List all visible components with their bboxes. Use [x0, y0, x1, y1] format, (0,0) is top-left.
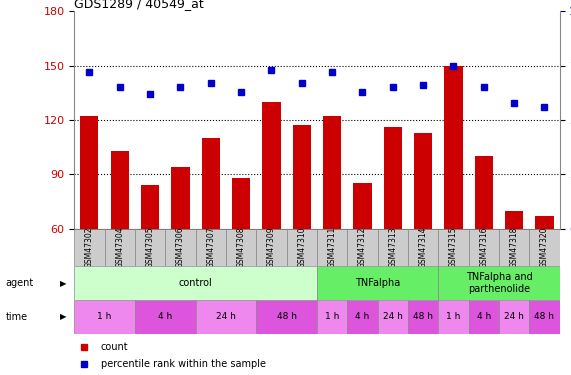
- Bar: [408, 300, 439, 334]
- Text: 4 h: 4 h: [477, 312, 491, 321]
- Text: control: control: [179, 278, 212, 288]
- Bar: [439, 300, 469, 334]
- Bar: [262, 102, 280, 338]
- Text: 48 h: 48 h: [276, 312, 296, 321]
- Text: GSM47318: GSM47318: [509, 227, 518, 268]
- Text: GSM47312: GSM47312: [358, 227, 367, 268]
- Bar: [202, 138, 220, 338]
- Text: 1 h: 1 h: [446, 312, 461, 321]
- Text: time: time: [6, 312, 28, 322]
- Text: 1 h: 1 h: [98, 312, 112, 321]
- Bar: [171, 167, 190, 338]
- Bar: [505, 211, 523, 338]
- Text: GSM47309: GSM47309: [267, 226, 276, 268]
- Bar: [256, 229, 287, 266]
- Bar: [81, 116, 99, 338]
- Bar: [293, 125, 311, 338]
- Text: percentile rank within the sample: percentile rank within the sample: [101, 359, 266, 369]
- Text: 4 h: 4 h: [355, 312, 369, 321]
- Text: GSM47313: GSM47313: [388, 227, 397, 268]
- Bar: [323, 116, 341, 338]
- Text: GSM47304: GSM47304: [115, 226, 124, 268]
- Text: GSM47320: GSM47320: [540, 227, 549, 268]
- Text: count: count: [101, 342, 128, 352]
- Bar: [536, 216, 553, 338]
- Bar: [469, 229, 499, 266]
- Bar: [317, 300, 347, 334]
- Bar: [104, 229, 135, 266]
- Bar: [195, 300, 256, 334]
- Bar: [475, 156, 493, 338]
- Text: GSM47307: GSM47307: [206, 226, 215, 268]
- Text: TNFalpha: TNFalpha: [355, 278, 400, 288]
- Bar: [408, 229, 439, 266]
- Bar: [384, 127, 402, 338]
- Text: agent: agent: [6, 278, 34, 288]
- Bar: [74, 229, 104, 266]
- Text: ▶: ▶: [60, 279, 66, 288]
- Bar: [529, 300, 560, 334]
- Text: GSM47310: GSM47310: [297, 227, 306, 268]
- Text: GDS1289 / 40549_at: GDS1289 / 40549_at: [74, 0, 204, 10]
- Bar: [377, 229, 408, 266]
- Bar: [111, 151, 129, 338]
- Text: GSM47315: GSM47315: [449, 227, 458, 268]
- Text: 24 h: 24 h: [216, 312, 236, 321]
- Text: 24 h: 24 h: [383, 312, 403, 321]
- Bar: [347, 229, 377, 266]
- Bar: [232, 178, 250, 338]
- Bar: [499, 300, 529, 334]
- Bar: [444, 66, 463, 338]
- Bar: [353, 183, 372, 338]
- Bar: [469, 300, 499, 334]
- Bar: [135, 300, 195, 334]
- Text: GSM47308: GSM47308: [236, 227, 246, 268]
- Bar: [74, 300, 135, 334]
- Text: GSM47311: GSM47311: [328, 227, 336, 268]
- Text: 48 h: 48 h: [534, 312, 554, 321]
- Bar: [287, 229, 317, 266]
- Text: 1 h: 1 h: [325, 312, 339, 321]
- Text: 48 h: 48 h: [413, 312, 433, 321]
- Text: GSM47305: GSM47305: [146, 226, 155, 268]
- Bar: [74, 266, 317, 300]
- Bar: [347, 300, 377, 334]
- Text: GSM47314: GSM47314: [419, 227, 428, 268]
- Bar: [414, 133, 432, 338]
- Bar: [256, 300, 317, 334]
- Text: 4 h: 4 h: [158, 312, 172, 321]
- Bar: [377, 300, 408, 334]
- Bar: [226, 229, 256, 266]
- Text: TNFalpha and
parthenolide: TNFalpha and parthenolide: [465, 272, 532, 294]
- Bar: [195, 229, 226, 266]
- Bar: [165, 229, 195, 266]
- Bar: [439, 266, 560, 300]
- Bar: [499, 229, 529, 266]
- Text: ▶: ▶: [60, 312, 66, 321]
- Text: GSM47302: GSM47302: [85, 227, 94, 268]
- Text: GSM47306: GSM47306: [176, 226, 185, 268]
- Text: GSM47316: GSM47316: [479, 227, 488, 268]
- Bar: [135, 229, 165, 266]
- Bar: [317, 266, 439, 300]
- Bar: [317, 229, 347, 266]
- Bar: [529, 229, 560, 266]
- Bar: [439, 229, 469, 266]
- Text: 24 h: 24 h: [504, 312, 524, 321]
- Bar: [141, 185, 159, 338]
